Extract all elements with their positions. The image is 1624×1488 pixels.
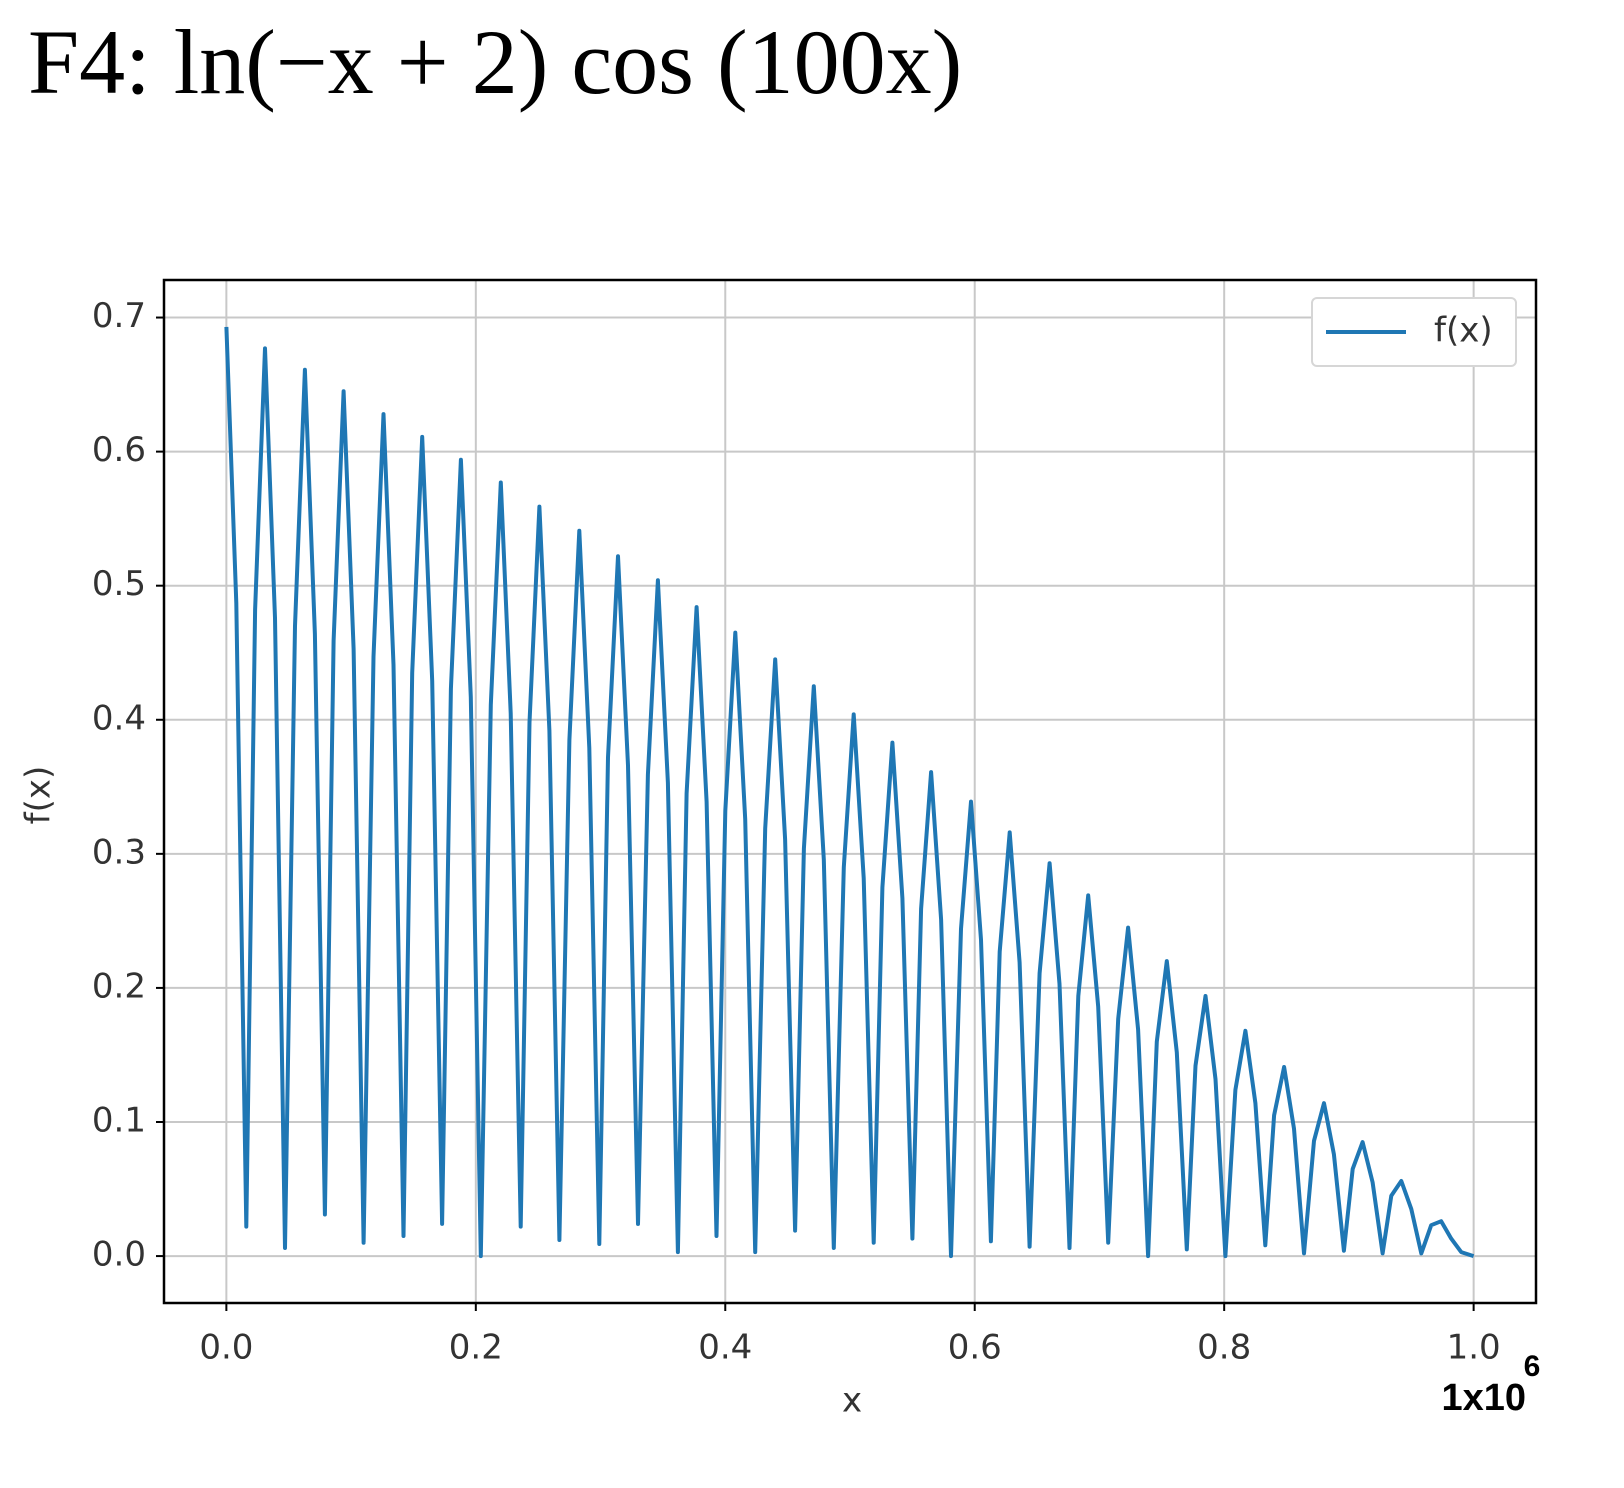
y-tick-label: 0.2 [92,966,146,1006]
y-tick-label: 0.7 [92,296,146,336]
legend-label: f(x) [1434,311,1493,351]
x-offset-base: 1x10 [1441,1377,1526,1419]
x-tick-label: 0.6 [948,1328,1002,1368]
plot-frame [162,278,1538,1305]
chart-title: F4: ln(−x + 2) cos (100x) [28,11,962,113]
x-tick-label: 0.8 [1197,1328,1251,1368]
legend: f(x) [1311,297,1517,367]
y-tick-label: 0.4 [92,698,146,738]
x-offset-exponent: 6 [1524,1350,1541,1383]
y-tick-label: 0.1 [92,1100,146,1140]
y-tick-label: 0.0 [92,1235,146,1275]
x-tick-label: 0.4 [698,1328,752,1368]
data-line [224,326,1475,1259]
x-tick-label: 0.2 [449,1328,503,1368]
y-tick-label: 0.3 [92,832,146,872]
legend-box [1311,297,1517,367]
x-tick-label: 1.0 [1447,1328,1501,1368]
y-tick-label: 0.6 [92,430,146,470]
x-tick-label: 0.0 [199,1328,253,1368]
y-axis-label: f(x) [19,766,59,825]
y-tick-label: 0.5 [92,564,146,604]
x-axis-label: x [842,1381,862,1421]
